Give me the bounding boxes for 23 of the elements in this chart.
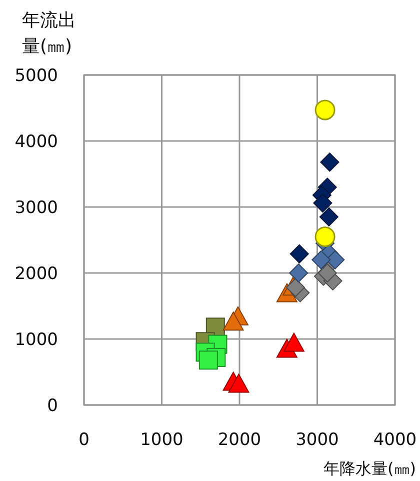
point — [313, 194, 332, 213]
point — [286, 278, 305, 298]
x-tick-label: 0 — [78, 430, 90, 450]
x-axis-title: 年降水量(㎜) — [324, 458, 416, 480]
point — [319, 207, 338, 226]
y-tick-label: 3000 — [14, 198, 58, 218]
point — [290, 244, 309, 264]
point — [289, 264, 308, 282]
point — [198, 350, 218, 370]
y-tick-label: 5000 — [14, 66, 58, 86]
y-tick-label: 2000 — [14, 264, 58, 284]
x-tick-label: 3000 — [296, 430, 339, 450]
point — [318, 264, 337, 282]
point — [314, 100, 336, 120]
x-tick-label: 2000 — [218, 430, 262, 450]
y-tick-label: 4000 — [14, 132, 58, 152]
point — [312, 250, 331, 270]
x-tick-label: 4000 — [373, 430, 417, 450]
y-tick-label: 0 — [47, 396, 58, 416]
y-axis-title: 年流出量(㎜) — [22, 9, 77, 59]
point — [320, 152, 340, 172]
y-tick-label: 1000 — [14, 330, 58, 350]
x-tick-label: 1000 — [140, 430, 184, 450]
